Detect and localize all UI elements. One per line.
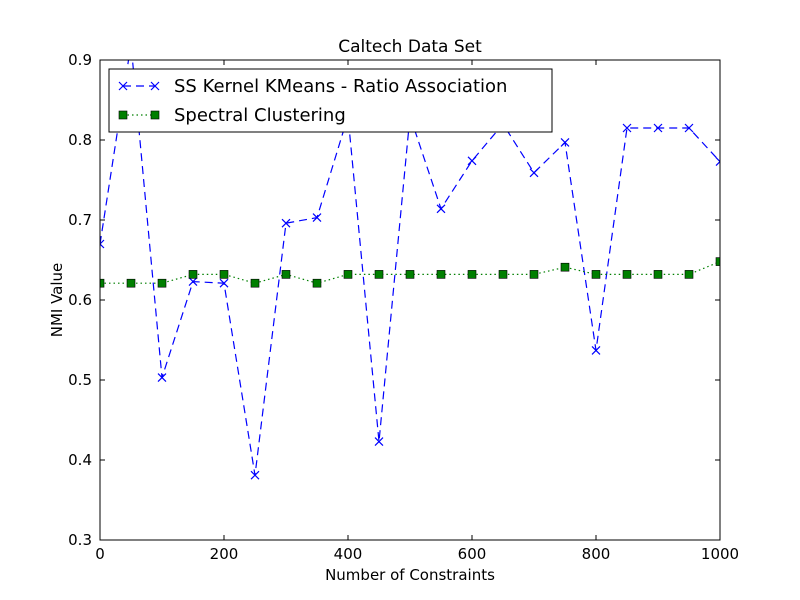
legend-box: [108, 68, 553, 133]
x-tick-label: 200: [210, 545, 239, 563]
data-point-1: [126, 278, 136, 288]
data-point-1: [312, 278, 322, 288]
marker-layer: [100, 40, 720, 480]
data-point-1: [281, 270, 291, 279]
data-point-1: [250, 278, 260, 288]
axes-layer: 0 200 400 600 800 1000 0.3 0.4 0.5 0.6 0.7 0.8 0.9: [68, 51, 739, 563]
data-point-1: [591, 270, 601, 279]
legend-samples: [118, 81, 160, 120]
legend: SS Kernel KMeans - Ratio Association Spe…: [108, 68, 553, 133]
y-axis-label: NMI Value: [48, 263, 66, 338]
data-point-0: [188, 277, 198, 287]
data-point-1: [405, 270, 415, 279]
data-point-1: [529, 270, 539, 279]
data-point-1: [188, 270, 198, 279]
data-point-0: [100, 239, 105, 249]
legend-marker: [118, 81, 128, 91]
x-tick-label: 1000: [701, 545, 739, 563]
chart-title: Caltech Data Set: [338, 37, 482, 57]
data-point-0: [622, 123, 632, 133]
x-axis-label: Number of Constraints: [325, 566, 495, 584]
y-tick-label: 0.5: [68, 371, 92, 389]
data-point-0: [715, 157, 720, 167]
y-tick-label: 0.4: [68, 451, 92, 469]
legend-label-spectral: Spectral Clustering: [174, 105, 346, 126]
x-tick-label: 0: [95, 545, 105, 563]
data-point-1: [436, 270, 446, 279]
data-point-1: [498, 270, 508, 279]
data-point-1: [560, 262, 570, 272]
data-point-0: [591, 345, 601, 355]
data-point-0: [467, 156, 477, 166]
y-tick-label: 0.3: [68, 531, 92, 549]
x-tick-label: 600: [458, 545, 487, 563]
data-point-1: [653, 270, 663, 279]
data-point-0: [219, 278, 229, 288]
data-point-1: [374, 270, 384, 279]
data-point-1: [100, 278, 105, 288]
y-tick-label: 0.8: [68, 131, 92, 149]
data-point-0: [250, 470, 260, 480]
data-point-0: [312, 213, 322, 223]
data-point-0: [529, 168, 539, 178]
data-point-0: [157, 373, 167, 383]
data-point-1: [715, 257, 720, 266]
x-tick-label: 800: [582, 545, 611, 563]
data-point-1: [343, 270, 353, 279]
data-point-0: [653, 123, 663, 133]
data-point-1: [157, 278, 167, 288]
legend-label-ss-kernel: SS Kernel KMeans - Ratio Association: [174, 76, 507, 97]
y-tick-label: 0.6: [68, 291, 92, 309]
data-point-1: [467, 270, 477, 279]
legend-marker: [150, 110, 160, 120]
data-point-1: [219, 270, 229, 279]
data-point-0: [560, 137, 570, 147]
x-tick-label: 400: [334, 545, 363, 563]
y-tick-label: 0.7: [68, 211, 92, 229]
data-point-0: [127, 40, 135, 48]
data-point-0: [374, 437, 384, 447]
data-point-0: [684, 123, 694, 133]
data-point-1: [622, 270, 632, 279]
data-point-0: [436, 204, 446, 214]
legend-marker: [150, 81, 160, 91]
y-tick-label: 0.9: [68, 51, 92, 69]
data-point-1: [684, 270, 694, 279]
legend-marker: [118, 110, 128, 120]
data-point-0: [281, 218, 291, 228]
